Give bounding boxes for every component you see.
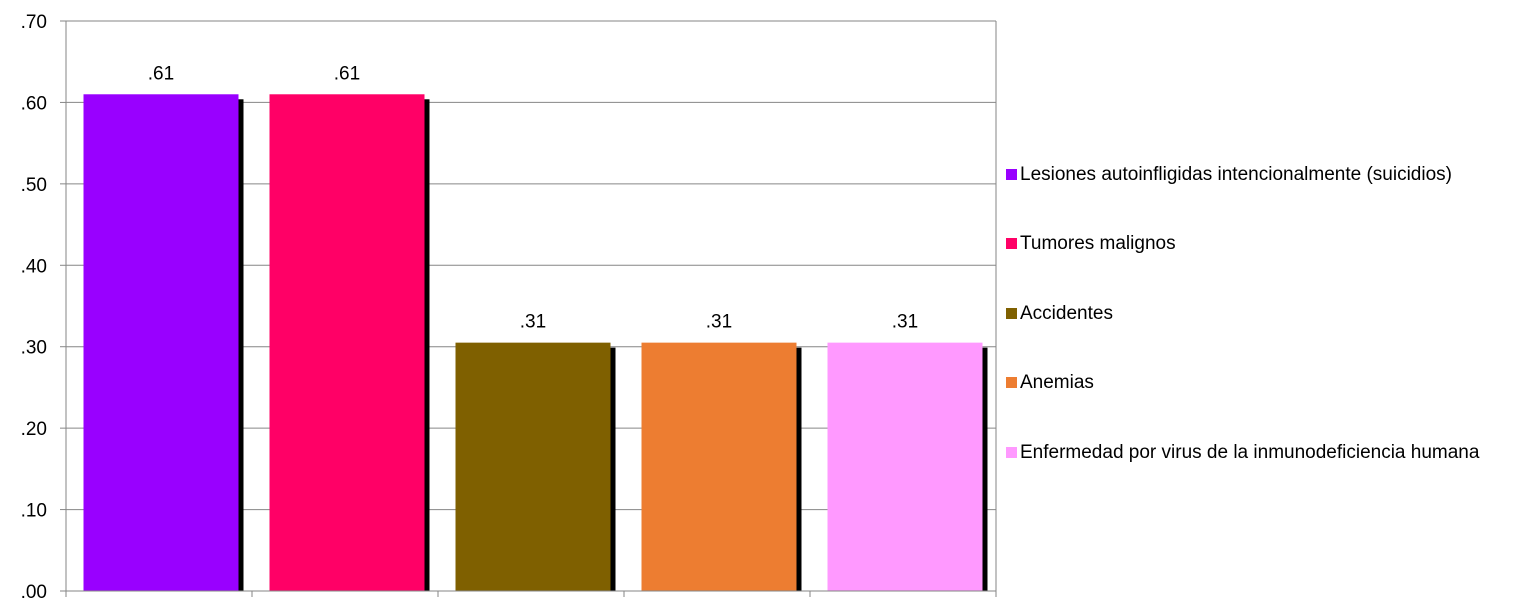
legend-item-accidentes: Accidentes [1006, 302, 1510, 326]
legend-label: Anemias [1020, 372, 1094, 393]
data-labels: .61 .61 .31 .31 .31 [148, 63, 918, 332]
legend-swatch [1006, 238, 1017, 249]
data-label: .31 [892, 312, 918, 333]
legend-item-vih: Enfermedad por virus de la inmunodeficie… [1006, 441, 1510, 465]
legend-swatch [1006, 169, 1017, 180]
axes [65, 20, 997, 597]
legend-label: Accidentes [1020, 303, 1113, 324]
legend-swatch [1006, 308, 1017, 319]
legend-swatch [1006, 377, 1017, 388]
bar [269, 94, 425, 592]
bar [641, 342, 797, 591]
y-tick-label: .30 [21, 338, 47, 359]
legend-item-tumores-malignos: Tumores malignos [1006, 232, 1510, 256]
legend-item-suicidios: Lesiones autoinfligidas intencionalmente… [1006, 163, 1510, 187]
bar [455, 342, 611, 591]
bar [827, 342, 983, 591]
legend: Lesiones autoinfligidas intencionalmente… [1006, 0, 1510, 599]
y-tick-label: .10 [21, 501, 47, 522]
data-label: .31 [706, 312, 732, 333]
y-tick-label: .40 [21, 256, 47, 277]
legend-label: Tumores malignos [1020, 233, 1176, 254]
legend-label: Enfermedad por virus de la inmunodeficie… [1020, 442, 1480, 463]
legend-swatch [1006, 447, 1017, 458]
y-tick-label: .60 [21, 93, 47, 114]
y-tick-label: .20 [21, 419, 47, 440]
data-label: .61 [148, 63, 174, 84]
bar [83, 94, 239, 592]
legend-label: Lesiones autoinfligidas intencionalmente… [1020, 164, 1452, 185]
bars [83, 94, 988, 592]
data-label: .31 [520, 312, 546, 333]
y-axis-tick-labels: .00 .10 .20 .30 .40 .50 .60 .70 [21, 12, 47, 599]
y-tick-label: .00 [21, 582, 47, 599]
legend-item-anemias: Anemias [1006, 371, 1510, 395]
y-tick-label: .50 [21, 175, 47, 196]
data-label: .61 [334, 63, 360, 84]
y-tick-label: .70 [21, 12, 47, 33]
